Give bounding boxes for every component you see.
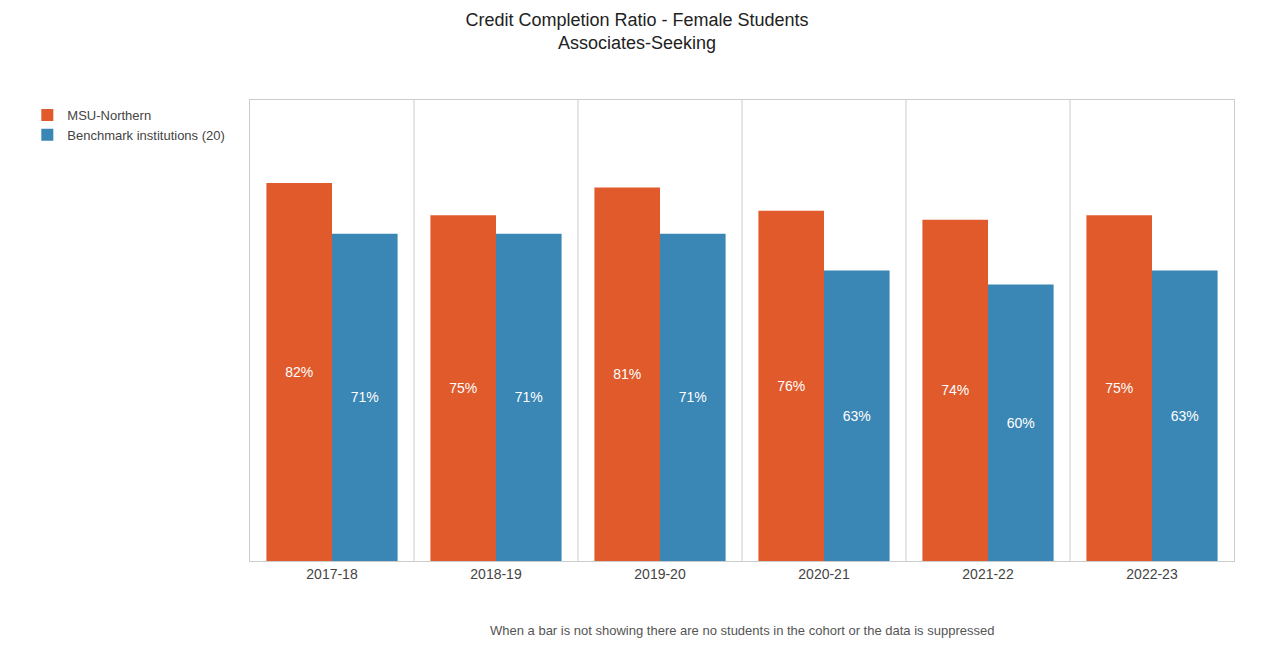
svg-text:63%: 63%	[843, 408, 871, 424]
svg-text:MSU-Northern: MSU-Northern	[67, 108, 151, 123]
svg-text:2020-21: 2020-21	[798, 566, 850, 582]
svg-text:Credit Completion Ratio - Fema: Credit Completion Ratio - Female Student…	[465, 10, 808, 53]
svg-text:Benchmark institutions (20): Benchmark institutions (20)	[67, 128, 225, 143]
svg-text:74%: 74%	[941, 382, 969, 398]
svg-text:75%: 75%	[1105, 380, 1133, 396]
svg-text:81%: 81%	[613, 366, 641, 382]
svg-text:71%: 71%	[351, 389, 379, 405]
svg-text:2021-22: 2021-22	[962, 566, 1014, 582]
svg-text:60%: 60%	[1007, 415, 1035, 431]
svg-text:76%: 76%	[777, 378, 805, 394]
svg-text:2018-19: 2018-19	[470, 566, 522, 582]
svg-text:2019-20: 2019-20	[634, 566, 686, 582]
svg-text:63%: 63%	[1171, 408, 1199, 424]
svg-text:71%: 71%	[679, 389, 707, 405]
svg-text:2022-23: 2022-23	[1126, 566, 1178, 582]
svg-text:2017-18: 2017-18	[306, 566, 358, 582]
svg-text:75%: 75%	[449, 380, 477, 396]
svg-text:71%: 71%	[515, 389, 543, 405]
svg-text:When a bar is not showing ther: When a bar is not showing there are no s…	[490, 623, 994, 638]
svg-text:82%: 82%	[285, 364, 313, 380]
